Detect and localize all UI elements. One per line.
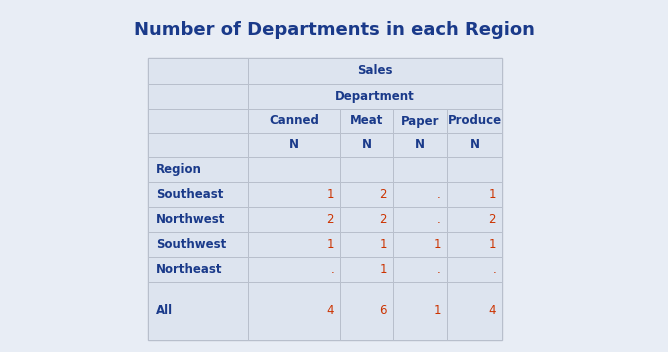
Bar (340, 207, 393, 232)
Text: .: . (438, 188, 441, 201)
Text: 1: 1 (434, 238, 441, 251)
Text: 4: 4 (327, 304, 334, 318)
Bar (393, 182, 447, 207)
Text: Sales: Sales (357, 64, 393, 77)
Bar (148, 182, 248, 207)
Bar (447, 157, 502, 182)
Text: 2: 2 (488, 213, 496, 226)
Bar (148, 109, 248, 133)
Text: Canned: Canned (269, 114, 319, 127)
Bar (248, 207, 340, 232)
Text: Department: Department (335, 90, 415, 103)
Text: 1: 1 (327, 188, 334, 201)
Bar (340, 232, 393, 257)
Bar (148, 257, 248, 282)
Bar (447, 232, 502, 257)
Text: .: . (492, 263, 496, 276)
Bar (393, 157, 447, 182)
Bar (447, 182, 502, 207)
Bar (393, 232, 447, 257)
Text: 1: 1 (434, 304, 441, 318)
Text: Number of Departments in each Region: Number of Departments in each Region (134, 21, 534, 39)
Bar (248, 182, 340, 207)
Bar (148, 58, 248, 84)
Text: .: . (438, 263, 441, 276)
Bar (248, 157, 340, 182)
Bar (248, 257, 340, 282)
Text: 1: 1 (379, 263, 387, 276)
Text: N: N (289, 138, 299, 151)
Bar (447, 207, 502, 232)
Text: 4: 4 (488, 304, 496, 318)
Text: 1: 1 (488, 238, 496, 251)
Bar (393, 133, 447, 157)
Bar (340, 109, 393, 133)
Bar (340, 133, 393, 157)
Bar (447, 257, 502, 282)
Bar (393, 257, 447, 282)
Bar (248, 282, 340, 340)
Bar (248, 58, 502, 84)
Text: 6: 6 (379, 304, 387, 318)
Bar (393, 207, 447, 232)
Text: N: N (415, 138, 425, 151)
Bar (447, 109, 502, 133)
Bar (393, 282, 447, 340)
Text: 2: 2 (327, 213, 334, 226)
Bar (148, 232, 248, 257)
Bar (148, 157, 248, 182)
Bar (148, 58, 502, 340)
Bar (248, 84, 502, 109)
Text: Southeast: Southeast (156, 188, 223, 201)
Bar (148, 84, 248, 109)
Bar (340, 282, 393, 340)
Text: N: N (470, 138, 480, 151)
Text: Northeast: Northeast (156, 263, 222, 276)
Text: Region: Region (156, 163, 202, 176)
Text: 1: 1 (327, 238, 334, 251)
Bar (447, 282, 502, 340)
Text: Meat: Meat (350, 114, 383, 127)
Bar (447, 133, 502, 157)
Bar (340, 157, 393, 182)
Text: 1: 1 (379, 238, 387, 251)
Bar (393, 109, 447, 133)
Text: Paper: Paper (401, 114, 440, 127)
Text: .: . (330, 263, 334, 276)
Text: Produce: Produce (448, 114, 502, 127)
Text: Northwest: Northwest (156, 213, 225, 226)
Text: N: N (361, 138, 371, 151)
Bar (148, 282, 248, 340)
Bar (340, 257, 393, 282)
Text: All: All (156, 304, 173, 318)
Bar (248, 232, 340, 257)
Text: Southwest: Southwest (156, 238, 226, 251)
Text: 2: 2 (379, 188, 387, 201)
Bar (248, 133, 340, 157)
Text: .: . (438, 213, 441, 226)
Text: 2: 2 (379, 213, 387, 226)
Bar (148, 207, 248, 232)
Bar (148, 133, 248, 157)
Text: 1: 1 (488, 188, 496, 201)
Bar (340, 182, 393, 207)
Bar (248, 109, 340, 133)
